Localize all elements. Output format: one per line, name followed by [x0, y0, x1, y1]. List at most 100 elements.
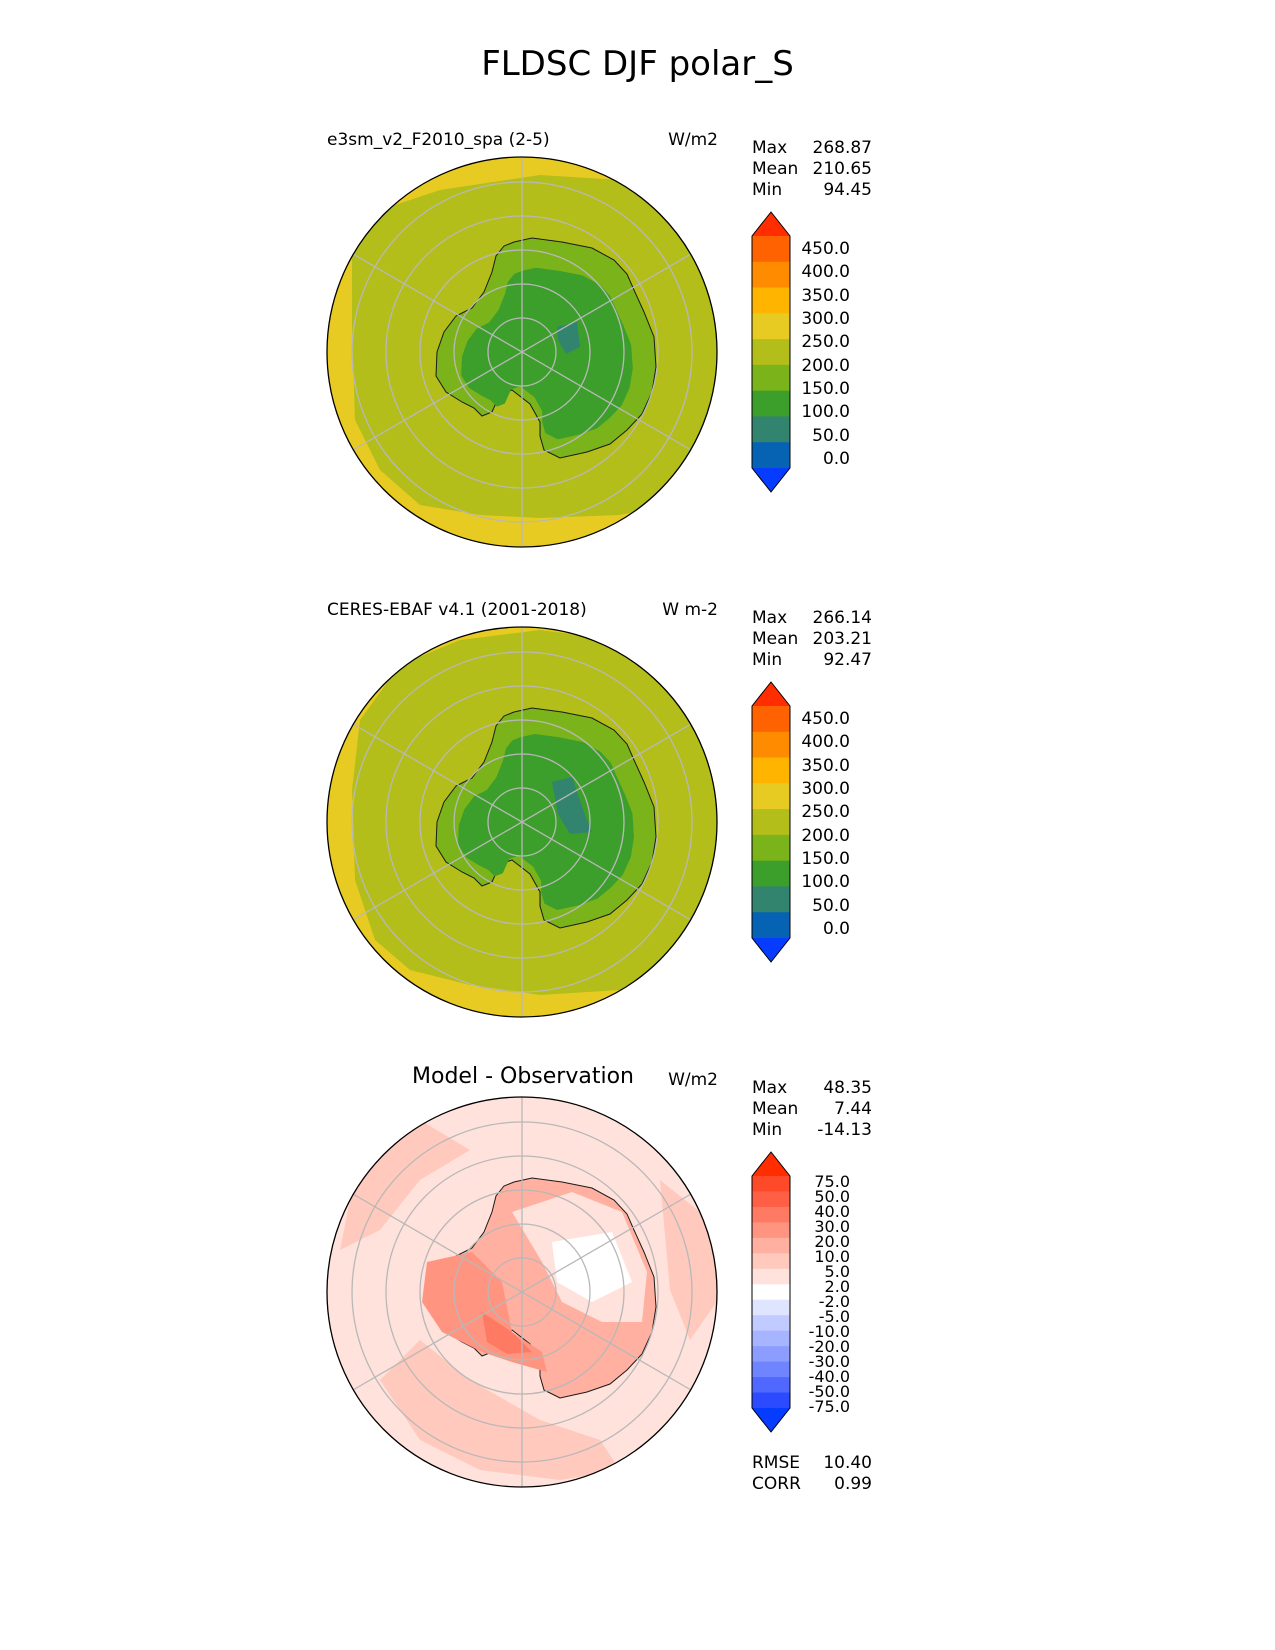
panel3-colorbar-segment [752, 1206, 790, 1223]
panel2-colorbar-segment [752, 783, 790, 810]
panel3-colorbar-segment [752, 1392, 790, 1409]
panel3-colorbar-segment [752, 1299, 790, 1316]
panel2-title: CERES-EBAF v4.1 (2001-2018) [327, 600, 587, 620]
panel2-colorbar-max-extend [752, 682, 790, 706]
panel3-colorbar-tick-label: -20.0 [808, 1337, 850, 1356]
panel1-colorbar-segment [752, 287, 790, 314]
panel3-mean-label: Mean [752, 1099, 799, 1119]
panel1-min-patch [557, 322, 580, 354]
panel3-colorbar-segment [752, 1284, 790, 1301]
panel2-max-label: Max [752, 608, 788, 628]
panel3-colorbar-segment [752, 1330, 790, 1347]
panel1-colorbar-segment [752, 416, 790, 443]
panel3-colorbar-segment [752, 1237, 790, 1254]
panel1-colorbar-segment [752, 261, 790, 289]
panel3-colorbar-segment [752, 1377, 790, 1394]
panel1-colorbar-tick-label: 250.0 [801, 332, 850, 353]
panel1-colorbar-tick-label: 350.0 [801, 285, 850, 306]
panel3-corr-value: 0.99 [834, 1474, 872, 1494]
panel3-colorbar-tick-label: -30.0 [808, 1352, 850, 1371]
panel2-colorbar-segment [752, 912, 790, 939]
panel3-colorbar-tick-label: 2.0 [824, 1277, 850, 1296]
panel2-colorbar-segment [752, 757, 790, 784]
panel3-colorbar-segment [752, 1176, 790, 1192]
panel2-colorbar-tick-label: 50.0 [812, 895, 850, 916]
panel3-colorbar-tick-label: -10.0 [808, 1322, 850, 1341]
figure-title: FLDSC DJF polar_S [481, 44, 794, 84]
panel1-colorbar-segment [752, 236, 790, 263]
panel1-min-label: Min [752, 180, 783, 200]
panel3-rmse-value: 10.40 [823, 1453, 872, 1473]
panel2-colorbar-tick-label: 150.0 [801, 849, 850, 869]
panel1-units: W/m2 [668, 130, 718, 150]
panel3-min-label: Min [752, 1120, 783, 1140]
panel3-units: W/m2 [668, 1070, 718, 1090]
panel1-colorbar-tick-label: 200.0 [801, 355, 850, 376]
panel1-colorbar-segment [752, 390, 790, 417]
panel1-map-border [326, 156, 718, 548]
panel3-colorbar-segment [752, 1253, 790, 1270]
panel1-graticule [351, 157, 693, 547]
panel2-colorbar-tick-label: 350.0 [801, 755, 850, 776]
panel3-colorbar-tick-label: 10.0 [814, 1247, 850, 1266]
panel1-colorbar-tick-label: 300.0 [801, 309, 850, 329]
panel1-colorbar-tick-label: 100.0 [801, 402, 850, 423]
panel2-min-label: Min [752, 650, 783, 670]
panel1-colorbar-tick-label: 450.0 [801, 239, 850, 259]
panel1-colorbar-min-extend [752, 468, 790, 492]
panel2-max-value: 266.14 [812, 608, 872, 628]
panel1-colorbar-segment [752, 313, 790, 340]
panel2-colorbar-tick-label: 200.0 [801, 825, 850, 846]
panel3-min-value: -14.13 [817, 1120, 872, 1140]
panel3-colorbar-outline [751, 1151, 791, 1433]
panel2-colorbar-segment [752, 731, 790, 759]
panel3-colorbar-segment [752, 1361, 790, 1378]
panel3-east-min [552, 1232, 632, 1302]
panel3-colorbar-tick-label: 30.0 [814, 1217, 850, 1236]
panel3-map [326, 1096, 718, 1488]
panel1-colorbar-segment [752, 364, 790, 392]
panel1-mean-value: 210.65 [812, 159, 872, 179]
panel2-colorbar-segment [752, 886, 790, 913]
panel1-colorbar-segment [752, 339, 790, 366]
panel1-colorbar-outline [751, 211, 791, 493]
panel3-colorbar-tick-label: -5.0 [818, 1307, 850, 1326]
panel2-colorbar [751, 681, 791, 963]
panel3-colorbar-min-extend [752, 1408, 790, 1432]
panel3-colorbar-segment [752, 1315, 790, 1332]
panel3-colorbar-max-extend [752, 1152, 790, 1176]
panel3-map-border [326, 1096, 718, 1488]
panel3-colorbar [751, 1151, 791, 1433]
panel1-colorbar-tick-label: 0.0 [822, 449, 850, 469]
panel1-colorbar [751, 211, 791, 493]
panel2-colorbar-min-extend [752, 938, 790, 962]
panel3-corr-label: CORR [752, 1474, 801, 1494]
panel2-colorbar-tick-label: 450.0 [801, 709, 850, 729]
panel2-map [326, 626, 718, 1018]
panel3-colorbar-tick-label: 20.0 [814, 1232, 850, 1251]
panel3-colorbar-tick-label: 50.0 [814, 1187, 850, 1206]
panel3-rmse-label: RMSE [752, 1453, 801, 1473]
panel3-max-label: Max [752, 1078, 788, 1098]
panel2-colorbar-segment [752, 834, 790, 862]
panel2-mean-value: 203.21 [812, 629, 872, 649]
panel1-max-label: Max [752, 138, 788, 158]
panel2-graticule [351, 627, 693, 1017]
panel1-colorbar-tick-label: 400.0 [801, 262, 850, 283]
panel3-colorbar-tick-label: 40.0 [814, 1202, 850, 1221]
panel3-title: Model - Observation [412, 1064, 634, 1089]
panel3-patch-s [380, 1340, 620, 1480]
panel3-colorbar-tick-label: -50.0 [808, 1382, 850, 1401]
panel2-units: W m-2 [662, 600, 718, 620]
panel3-colorbar-segment [752, 1346, 790, 1363]
panel1-title: e3sm_v2_F2010_spa (2-5) [327, 130, 550, 150]
panel2-colorbar-outline [751, 681, 791, 963]
panel1-max-value: 268.87 [812, 138, 872, 158]
panel1-map [326, 156, 718, 548]
panel3-mean-value: 7.44 [834, 1099, 872, 1119]
panel3-colorbar-segment [752, 1268, 790, 1285]
panel2-colorbar-tick-label: 100.0 [801, 872, 850, 893]
panel2-min-patch [552, 777, 592, 834]
panel3-colorbar-tick-label: -2.0 [818, 1292, 850, 1311]
